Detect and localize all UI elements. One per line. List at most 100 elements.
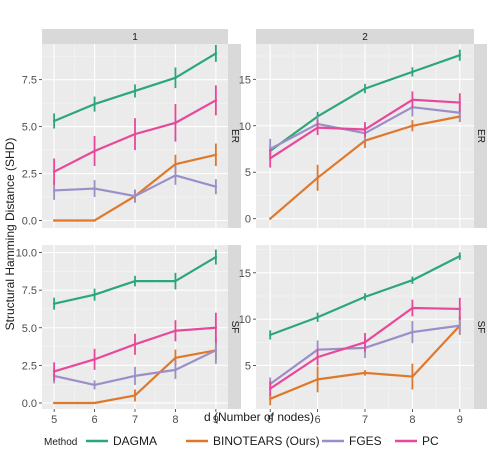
facet-strip-label-col: 1 (132, 32, 138, 43)
y-axis-title: Structural Hamming Distance (SHD) (3, 138, 17, 331)
series-pc (52, 312, 218, 381)
data-point (174, 121, 177, 125)
data-point (269, 157, 272, 160)
y-tick-label: 15 (239, 74, 251, 86)
legend-label: FGES (349, 434, 382, 448)
data-point (52, 219, 56, 222)
data-point (411, 124, 414, 127)
series-pc (269, 91, 461, 168)
data-point (214, 349, 218, 352)
data-point (411, 98, 414, 101)
series-pc (52, 85, 218, 185)
data-point (458, 111, 461, 114)
data-point (411, 375, 414, 378)
facet-strip-bg (256, 29, 474, 44)
legend-entry-binotears-ours: BINOTEARS (Ours) (186, 434, 320, 448)
data-point (458, 254, 461, 258)
x-tick-label: 8 (409, 414, 415, 426)
y-tick-label: 10 (239, 314, 251, 326)
data-point (363, 341, 367, 344)
y-tick-label: 2.5 (22, 169, 37, 181)
legend-label: PC (422, 434, 439, 448)
y-tick-label: 7.5 (22, 285, 37, 297)
y-tick-label: 10 (239, 121, 251, 133)
y-tick-label: 0.0 (22, 398, 37, 410)
y-tick-label: 7.5 (22, 75, 37, 87)
data-point (52, 189, 56, 192)
x-tick-label: 9 (457, 414, 463, 426)
data-point (52, 401, 56, 405)
y-tick-label: 0 (245, 214, 251, 226)
x-tick-label: 7 (132, 414, 138, 426)
facet-strip-bg (42, 29, 228, 44)
data-point (269, 217, 272, 220)
data-point (133, 394, 137, 397)
data-point (174, 279, 177, 283)
data-point (214, 99, 218, 102)
facet-strip-bg (474, 44, 487, 228)
data-point (411, 306, 414, 310)
data-point (174, 329, 177, 332)
x-tick-label: 6 (315, 414, 321, 426)
legend-title: Method (44, 437, 77, 448)
series-dagma (269, 252, 461, 340)
data-point (93, 187, 96, 190)
data-point (93, 358, 96, 361)
y-tick-label: 5.0 (22, 323, 37, 335)
data-point (458, 53, 461, 57)
y-tick-label: 0.0 (22, 215, 37, 227)
data-point (174, 76, 177, 79)
data-point (133, 132, 137, 136)
data-point (174, 356, 177, 360)
data-point (214, 52, 218, 55)
data-point (363, 371, 367, 375)
panel-1-er: 0.0 2.5 5.0 7.5 (22, 44, 228, 228)
data-point (93, 102, 96, 106)
data-point (411, 70, 414, 74)
data-point (269, 397, 272, 401)
legend-label: DAGMA (113, 434, 157, 448)
data-point (316, 176, 319, 180)
y-tick-label: 15 (239, 268, 251, 280)
data-point (411, 330, 414, 334)
panel-2-sf: 5 10 15 5 6 7 8 9 (239, 245, 474, 426)
data-point (52, 370, 56, 373)
facet-strip-label-row: SF (229, 321, 240, 334)
data-point (133, 279, 137, 283)
x-tick-label: 5 (267, 414, 273, 426)
data-point (458, 101, 461, 104)
x-tick-label: 7 (362, 414, 368, 426)
data-point (133, 194, 137, 198)
data-point (214, 153, 218, 156)
data-point (458, 324, 461, 327)
data-point (174, 162, 177, 166)
series-dagma (52, 44, 218, 129)
x-tick-label: 8 (172, 414, 178, 426)
y-tick-label: 10.0 (16, 248, 37, 260)
data-point (133, 374, 137, 378)
legend-label: BINOTEARS (Ours) (213, 434, 320, 448)
facet-strip-label-row: ER (475, 129, 486, 143)
data-point (52, 302, 56, 305)
facet-strip-bg (474, 245, 487, 409)
legend-entry-dagma: DAGMA (86, 434, 157, 448)
x-tick-label: 6 (92, 414, 98, 426)
data-point (316, 316, 319, 319)
data-point (363, 87, 367, 90)
x-axis-title: d (Number of nodes) (204, 410, 314, 424)
panel-2-er: 0 5 10 15 (239, 44, 474, 228)
data-point (93, 293, 96, 296)
data-point (316, 126, 319, 129)
y-tick-label: 2.5 (22, 360, 37, 372)
data-point (316, 355, 319, 359)
y-tick-label: 5 (245, 167, 251, 179)
y-tick-label: 5.0 (22, 122, 37, 134)
data-point (269, 387, 272, 390)
legend-entry-fges: FGES (322, 434, 382, 448)
x-tick-label: 5 (51, 414, 57, 426)
facet-strip-label-row: ER (229, 129, 240, 143)
data-point (214, 255, 218, 259)
data-point (458, 307, 461, 311)
data-point (93, 383, 96, 387)
facet-strip-bg (228, 44, 241, 228)
